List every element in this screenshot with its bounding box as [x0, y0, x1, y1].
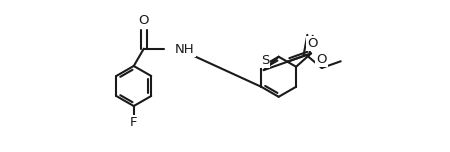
Text: F: F [130, 116, 138, 130]
Text: O: O [307, 37, 318, 50]
Text: NH: NH [175, 43, 194, 56]
Text: S: S [261, 54, 270, 67]
Text: O: O [316, 53, 327, 66]
Text: O: O [139, 14, 149, 28]
